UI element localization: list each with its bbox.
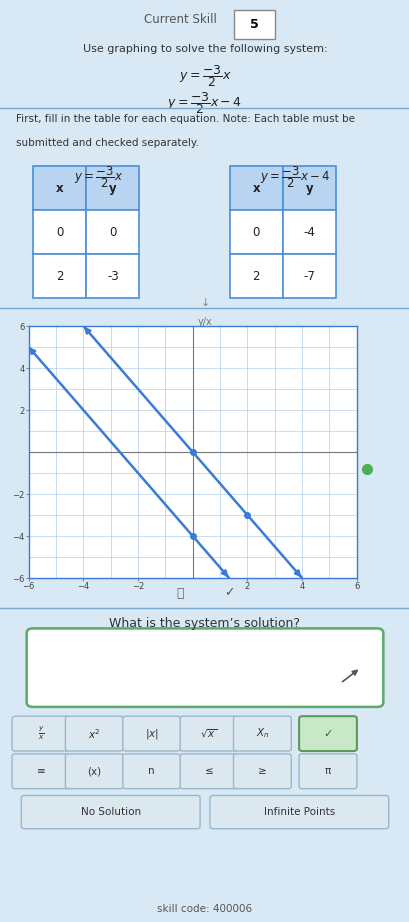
- FancyBboxPatch shape: [233, 716, 290, 751]
- Text: 0: 0: [56, 226, 63, 239]
- FancyBboxPatch shape: [65, 754, 123, 788]
- FancyBboxPatch shape: [12, 716, 70, 751]
- FancyBboxPatch shape: [12, 754, 70, 788]
- Text: skill code: 400006: skill code: 400006: [157, 904, 252, 915]
- Text: Use graphing to solve the following system:: Use graphing to solve the following syst…: [83, 43, 326, 53]
- Text: ≡: ≡: [36, 766, 45, 776]
- Text: 5: 5: [249, 18, 258, 30]
- Text: $\sqrt{x}$: $\sqrt{x}$: [200, 727, 217, 740]
- Text: 0: 0: [109, 226, 116, 239]
- Text: π: π: [324, 766, 330, 776]
- FancyBboxPatch shape: [123, 716, 180, 751]
- Text: y: y: [109, 182, 116, 195]
- FancyBboxPatch shape: [233, 754, 290, 788]
- Bar: [86, 166, 139, 210]
- FancyBboxPatch shape: [233, 10, 274, 39]
- Text: ✓: ✓: [224, 586, 234, 599]
- Text: -3: -3: [107, 269, 118, 282]
- Bar: [282, 254, 335, 298]
- Text: n: n: [148, 766, 155, 776]
- Text: x: x: [252, 182, 259, 195]
- Text: 2: 2: [56, 269, 63, 282]
- Text: $\frac{y}{x}$: $\frac{y}{x}$: [38, 725, 44, 742]
- Bar: [229, 166, 282, 210]
- Text: x: x: [56, 182, 63, 195]
- Text: ≤: ≤: [204, 766, 213, 776]
- Text: ≥: ≥: [257, 766, 266, 776]
- Text: $y = \dfrac{-3}{2}x$: $y = \dfrac{-3}{2}x$: [178, 63, 231, 89]
- FancyBboxPatch shape: [180, 716, 237, 751]
- Text: y/x: y/x: [197, 317, 212, 327]
- Text: $X_n$: $X_n$: [255, 727, 269, 740]
- Text: $|x|$: $|x|$: [144, 727, 158, 740]
- Text: Infinite Points: Infinite Points: [263, 807, 334, 817]
- Text: What is the system’s solution?: What is the system’s solution?: [109, 618, 300, 631]
- Bar: [33, 210, 86, 254]
- Bar: [282, 210, 335, 254]
- Text: $y = \dfrac{-3}{2}x$: $y = \dfrac{-3}{2}x$: [74, 164, 123, 190]
- Text: ↓: ↓: [200, 298, 209, 308]
- Bar: [282, 166, 335, 210]
- FancyBboxPatch shape: [27, 629, 382, 707]
- Text: Current Skill: Current Skill: [144, 13, 216, 26]
- Bar: [229, 254, 282, 298]
- Text: -7: -7: [303, 269, 315, 282]
- Text: y: y: [305, 182, 312, 195]
- Bar: [86, 210, 139, 254]
- Text: $x^2$: $x^2$: [88, 727, 101, 740]
- Text: $y = \dfrac{-3}{2}x - 4$: $y = \dfrac{-3}{2}x - 4$: [167, 89, 242, 115]
- Text: 0: 0: [252, 226, 259, 239]
- Bar: [229, 210, 282, 254]
- FancyBboxPatch shape: [209, 796, 388, 829]
- Text: 🗑: 🗑: [176, 586, 184, 599]
- Text: submitted and checked separately.: submitted and checked separately.: [16, 138, 199, 148]
- Text: (x): (x): [87, 766, 101, 776]
- Text: ✓: ✓: [323, 728, 332, 739]
- FancyBboxPatch shape: [123, 754, 180, 788]
- Bar: [33, 254, 86, 298]
- Text: 2: 2: [252, 269, 259, 282]
- Text: No Solution: No Solution: [81, 807, 140, 817]
- FancyBboxPatch shape: [299, 754, 356, 788]
- FancyBboxPatch shape: [180, 754, 237, 788]
- Text: $y = \dfrac{-3}{2}x - 4$: $y = \dfrac{-3}{2}x - 4$: [259, 164, 330, 190]
- FancyBboxPatch shape: [21, 796, 200, 829]
- Text: First, fill in the table for each equation. Note: Each table must be: First, fill in the table for each equati…: [16, 114, 355, 124]
- FancyBboxPatch shape: [299, 716, 356, 751]
- Text: -4: -4: [303, 226, 315, 239]
- Bar: [33, 166, 86, 210]
- Bar: [86, 254, 139, 298]
- FancyBboxPatch shape: [65, 716, 123, 751]
